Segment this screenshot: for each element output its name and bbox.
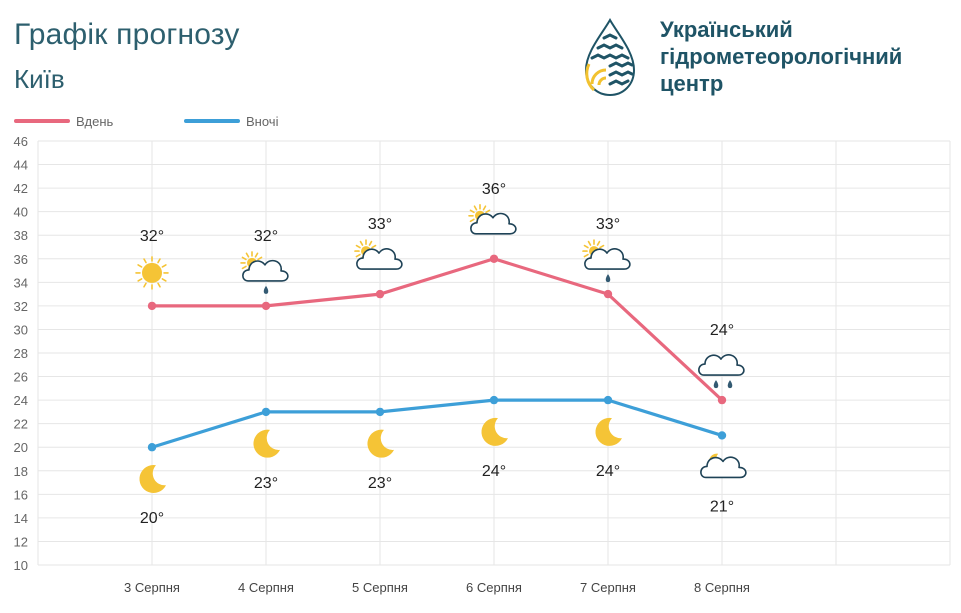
data-point (147, 301, 157, 311)
y-tick-label: 22 (14, 417, 28, 432)
data-label: 32° (254, 228, 278, 245)
legend-label: Вночі (246, 114, 279, 129)
y-tick-label: 36 (14, 252, 28, 267)
x-tick-label: 3 Серпня (124, 580, 180, 595)
y-tick-label: 10 (14, 558, 28, 573)
moon-icon (367, 429, 394, 458)
y-tick-label: 30 (14, 322, 28, 337)
data-label: 23° (254, 475, 278, 492)
sun-icon (135, 256, 169, 290)
moon-icon (139, 464, 166, 493)
y-tick-label: 38 (14, 228, 28, 243)
city-name: Київ (14, 64, 65, 94)
data-point (603, 289, 613, 299)
data-point (489, 254, 499, 263)
legend-label: Вдень (76, 114, 114, 129)
data-point (147, 443, 157, 452)
series-line (150, 398, 724, 449)
x-tick-label: 6 Серпня (466, 580, 522, 595)
partly-cloudy-rain-icon (582, 239, 631, 283)
data-label: 24° (710, 322, 734, 339)
data-label: 33° (596, 216, 620, 233)
y-tick-label: 16 (14, 487, 28, 502)
y-tick-label: 20 (14, 440, 28, 455)
x-tick-label: 8 Серпня (694, 580, 750, 595)
y-tick-label: 42 (14, 181, 28, 196)
x-tick-label: 4 Серпня (238, 580, 294, 595)
y-tick-label: 32 (14, 299, 28, 314)
y-tick-label: 14 (14, 511, 28, 526)
y-tick-label: 18 (14, 464, 28, 479)
partly-cloudy-icon (468, 203, 517, 235)
org-line-3: центр (660, 71, 724, 96)
x-tick-label: 7 Серпня (580, 580, 636, 595)
data-point (717, 395, 727, 405)
data-label: 33° (368, 216, 392, 233)
moon-icon (253, 429, 280, 458)
moon-icon (595, 417, 622, 446)
data-point (717, 431, 727, 440)
data-point (261, 301, 271, 311)
x-tick-label: 5 Серпня (352, 580, 408, 595)
y-tick-label: 34 (14, 275, 28, 290)
partly-cloudy-icon (354, 239, 403, 270)
y-tick-label: 44 (14, 158, 28, 173)
organization-name: Український гідрометеорологічний центр (660, 16, 902, 97)
y-tick-label: 12 (14, 534, 28, 549)
partly-cloudy-rain-icon (240, 251, 289, 294)
data-label: 24° (482, 463, 506, 480)
data-point (375, 289, 385, 299)
series-line (150, 257, 724, 402)
data-label: 36° (482, 181, 506, 198)
moon-icon (481, 417, 508, 446)
y-tick-label: 26 (14, 370, 28, 385)
moon-cloudy-icon (700, 453, 747, 479)
y-tick-label: 28 (14, 346, 28, 361)
cloud-rain-icon (698, 354, 745, 389)
y-tick-label: 46 (14, 134, 28, 149)
org-line-1: Український (660, 17, 793, 42)
data-label: 32° (140, 228, 164, 245)
data-point (375, 407, 385, 417)
data-point (261, 407, 271, 417)
data-point (603, 395, 613, 405)
y-tick-label: 24 (14, 393, 28, 408)
org-line-2: гідрометеорологічний (660, 44, 903, 69)
data-label: 21° (710, 498, 734, 515)
data-label: 24° (596, 463, 620, 480)
y-tick-label: 40 (14, 205, 28, 220)
ukrhydromet-logo-icon (584, 18, 636, 97)
data-point (489, 395, 499, 405)
data-label: 20° (140, 510, 164, 527)
data-label: 23° (368, 475, 392, 492)
page-title: Графік прогнозу (14, 18, 240, 51)
